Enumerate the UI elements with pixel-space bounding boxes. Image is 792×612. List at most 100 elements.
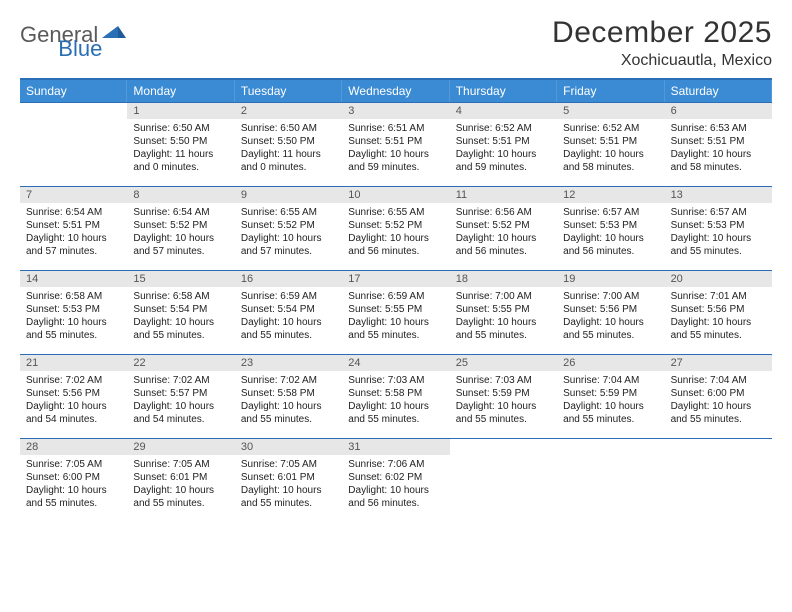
daylight-line: Daylight: 10 hours and 57 minutes. xyxy=(133,232,228,258)
dow-header: Saturday xyxy=(665,80,772,102)
day-details: Sunrise: 7:02 AMSunset: 5:58 PMDaylight:… xyxy=(235,371,342,432)
calendar-cell: 29Sunrise: 7:05 AMSunset: 6:01 PMDayligh… xyxy=(127,438,234,522)
calendar-cell: 8Sunrise: 6:54 AMSunset: 5:52 PMDaylight… xyxy=(127,186,234,270)
daylight-line: Daylight: 10 hours and 54 minutes. xyxy=(133,400,228,426)
sunrise-line: Sunrise: 6:55 AM xyxy=(348,206,443,219)
daylight-line: Daylight: 10 hours and 55 minutes. xyxy=(456,316,551,342)
daylight-line: Daylight: 11 hours and 0 minutes. xyxy=(133,148,228,174)
daylight-line: Daylight: 10 hours and 55 minutes. xyxy=(671,232,766,258)
day-details: Sunrise: 6:55 AMSunset: 5:52 PMDaylight:… xyxy=(235,203,342,264)
day-details: Sunrise: 7:03 AMSunset: 5:59 PMDaylight:… xyxy=(450,371,557,432)
calendar-cell: 23Sunrise: 7:02 AMSunset: 5:58 PMDayligh… xyxy=(235,354,342,438)
daylight-line: Daylight: 10 hours and 59 minutes. xyxy=(348,148,443,174)
day-number: 3 xyxy=(342,103,449,119)
calendar-cell: 20Sunrise: 7:01 AMSunset: 5:56 PMDayligh… xyxy=(665,270,772,354)
sunrise-line: Sunrise: 6:53 AM xyxy=(671,122,766,135)
logo-text-blue: Blue xyxy=(58,36,102,61)
day-details: Sunrise: 6:56 AMSunset: 5:52 PMDaylight:… xyxy=(450,203,557,264)
dow-header: Monday xyxy=(127,80,234,102)
daylight-line: Daylight: 10 hours and 55 minutes. xyxy=(241,484,336,510)
sunrise-line: Sunrise: 7:05 AM xyxy=(26,458,121,471)
daylight-line: Daylight: 10 hours and 58 minutes. xyxy=(671,148,766,174)
dow-header: Sunday xyxy=(20,80,127,102)
sunset-line: Sunset: 5:50 PM xyxy=(133,135,228,148)
logo: General Blue xyxy=(20,16,170,48)
calendar-cell: 11Sunrise: 6:56 AMSunset: 5:52 PMDayligh… xyxy=(450,186,557,270)
sunrise-line: Sunrise: 6:52 AM xyxy=(563,122,658,135)
day-number: 26 xyxy=(557,355,664,371)
calendar-cell: 15Sunrise: 6:58 AMSunset: 5:54 PMDayligh… xyxy=(127,270,234,354)
sunset-line: Sunset: 5:51 PM xyxy=(563,135,658,148)
day-number: 12 xyxy=(557,187,664,203)
sunset-line: Sunset: 5:51 PM xyxy=(671,135,766,148)
day-number: 22 xyxy=(127,355,234,371)
day-number: 25 xyxy=(450,355,557,371)
day-details: Sunrise: 6:51 AMSunset: 5:51 PMDaylight:… xyxy=(342,119,449,180)
sunrise-line: Sunrise: 6:50 AM xyxy=(133,122,228,135)
sunset-line: Sunset: 5:56 PM xyxy=(563,303,658,316)
sunset-line: Sunset: 6:00 PM xyxy=(671,387,766,400)
day-number: 28 xyxy=(20,439,127,455)
day-details: Sunrise: 6:52 AMSunset: 5:51 PMDaylight:… xyxy=(450,119,557,180)
daylight-line: Daylight: 10 hours and 58 minutes. xyxy=(563,148,658,174)
day-details: Sunrise: 6:53 AMSunset: 5:51 PMDaylight:… xyxy=(665,119,772,180)
sunrise-line: Sunrise: 7:05 AM xyxy=(133,458,228,471)
sunrise-line: Sunrise: 6:59 AM xyxy=(241,290,336,303)
day-number: 14 xyxy=(20,271,127,287)
day-details: Sunrise: 6:59 AMSunset: 5:54 PMDaylight:… xyxy=(235,287,342,348)
calendar-cell: 10Sunrise: 6:55 AMSunset: 5:52 PMDayligh… xyxy=(342,186,449,270)
header: General Blue December 2025 Xochicuautla,… xyxy=(20,16,772,70)
calendar-cell: 14Sunrise: 6:58 AMSunset: 5:53 PMDayligh… xyxy=(20,270,127,354)
daylight-line: Daylight: 10 hours and 55 minutes. xyxy=(456,400,551,426)
sunset-line: Sunset: 6:02 PM xyxy=(348,471,443,484)
day-details: Sunrise: 6:59 AMSunset: 5:55 PMDaylight:… xyxy=(342,287,449,348)
day-details: Sunrise: 7:03 AMSunset: 5:58 PMDaylight:… xyxy=(342,371,449,432)
daylight-line: Daylight: 10 hours and 59 minutes. xyxy=(456,148,551,174)
day-details: Sunrise: 6:54 AMSunset: 5:52 PMDaylight:… xyxy=(127,203,234,264)
calendar-cell: 16Sunrise: 6:59 AMSunset: 5:54 PMDayligh… xyxy=(235,270,342,354)
calendar-cell: 19Sunrise: 7:00 AMSunset: 5:56 PMDayligh… xyxy=(557,270,664,354)
dow-header: Friday xyxy=(557,80,664,102)
calendar-cell: 5Sunrise: 6:52 AMSunset: 5:51 PMDaylight… xyxy=(557,102,664,186)
calendar-cell: 1Sunrise: 6:50 AMSunset: 5:50 PMDaylight… xyxy=(127,102,234,186)
calendar-cell: 4Sunrise: 6:52 AMSunset: 5:51 PMDaylight… xyxy=(450,102,557,186)
sunrise-line: Sunrise: 6:54 AM xyxy=(26,206,121,219)
calendar-cell: 21Sunrise: 7:02 AMSunset: 5:56 PMDayligh… xyxy=(20,354,127,438)
sunset-line: Sunset: 5:56 PM xyxy=(671,303,766,316)
sunrise-line: Sunrise: 6:51 AM xyxy=(348,122,443,135)
day-details: Sunrise: 7:02 AMSunset: 5:57 PMDaylight:… xyxy=(127,371,234,432)
daylight-line: Daylight: 10 hours and 56 minutes. xyxy=(456,232,551,258)
sunrise-line: Sunrise: 6:50 AM xyxy=(241,122,336,135)
sunset-line: Sunset: 5:57 PM xyxy=(133,387,228,400)
calendar-cell: 30Sunrise: 7:05 AMSunset: 6:01 PMDayligh… xyxy=(235,438,342,522)
calendar-cell: 9Sunrise: 6:55 AMSunset: 5:52 PMDaylight… xyxy=(235,186,342,270)
daylight-line: Daylight: 10 hours and 55 minutes. xyxy=(133,316,228,342)
sunset-line: Sunset: 5:53 PM xyxy=(563,219,658,232)
daylight-line: Daylight: 10 hours and 55 minutes. xyxy=(348,316,443,342)
sunrise-line: Sunrise: 6:58 AM xyxy=(133,290,228,303)
sunset-line: Sunset: 5:53 PM xyxy=(671,219,766,232)
day-number: 9 xyxy=(235,187,342,203)
sunset-line: Sunset: 5:52 PM xyxy=(133,219,228,232)
daylight-line: Daylight: 10 hours and 55 minutes. xyxy=(241,316,336,342)
sunset-line: Sunset: 5:53 PM xyxy=(26,303,121,316)
day-number: 23 xyxy=(235,355,342,371)
sunset-line: Sunset: 5:52 PM xyxy=(241,219,336,232)
daylight-line: Daylight: 11 hours and 0 minutes. xyxy=(241,148,336,174)
day-number: 27 xyxy=(665,355,772,371)
sunrise-line: Sunrise: 7:00 AM xyxy=(456,290,551,303)
sunset-line: Sunset: 5:55 PM xyxy=(456,303,551,316)
day-number: 10 xyxy=(342,187,449,203)
logo-mark-icon xyxy=(102,24,126,47)
sunset-line: Sunset: 6:01 PM xyxy=(241,471,336,484)
day-number: 7 xyxy=(20,187,127,203)
day-number: 29 xyxy=(127,439,234,455)
daylight-line: Daylight: 10 hours and 57 minutes. xyxy=(26,232,121,258)
day-details: Sunrise: 6:54 AMSunset: 5:51 PMDaylight:… xyxy=(20,203,127,264)
sunrise-line: Sunrise: 7:02 AM xyxy=(133,374,228,387)
daylight-line: Daylight: 10 hours and 56 minutes. xyxy=(348,484,443,510)
day-number: 2 xyxy=(235,103,342,119)
sunset-line: Sunset: 5:54 PM xyxy=(133,303,228,316)
sunrise-line: Sunrise: 6:55 AM xyxy=(241,206,336,219)
daylight-line: Daylight: 10 hours and 55 minutes. xyxy=(26,316,121,342)
